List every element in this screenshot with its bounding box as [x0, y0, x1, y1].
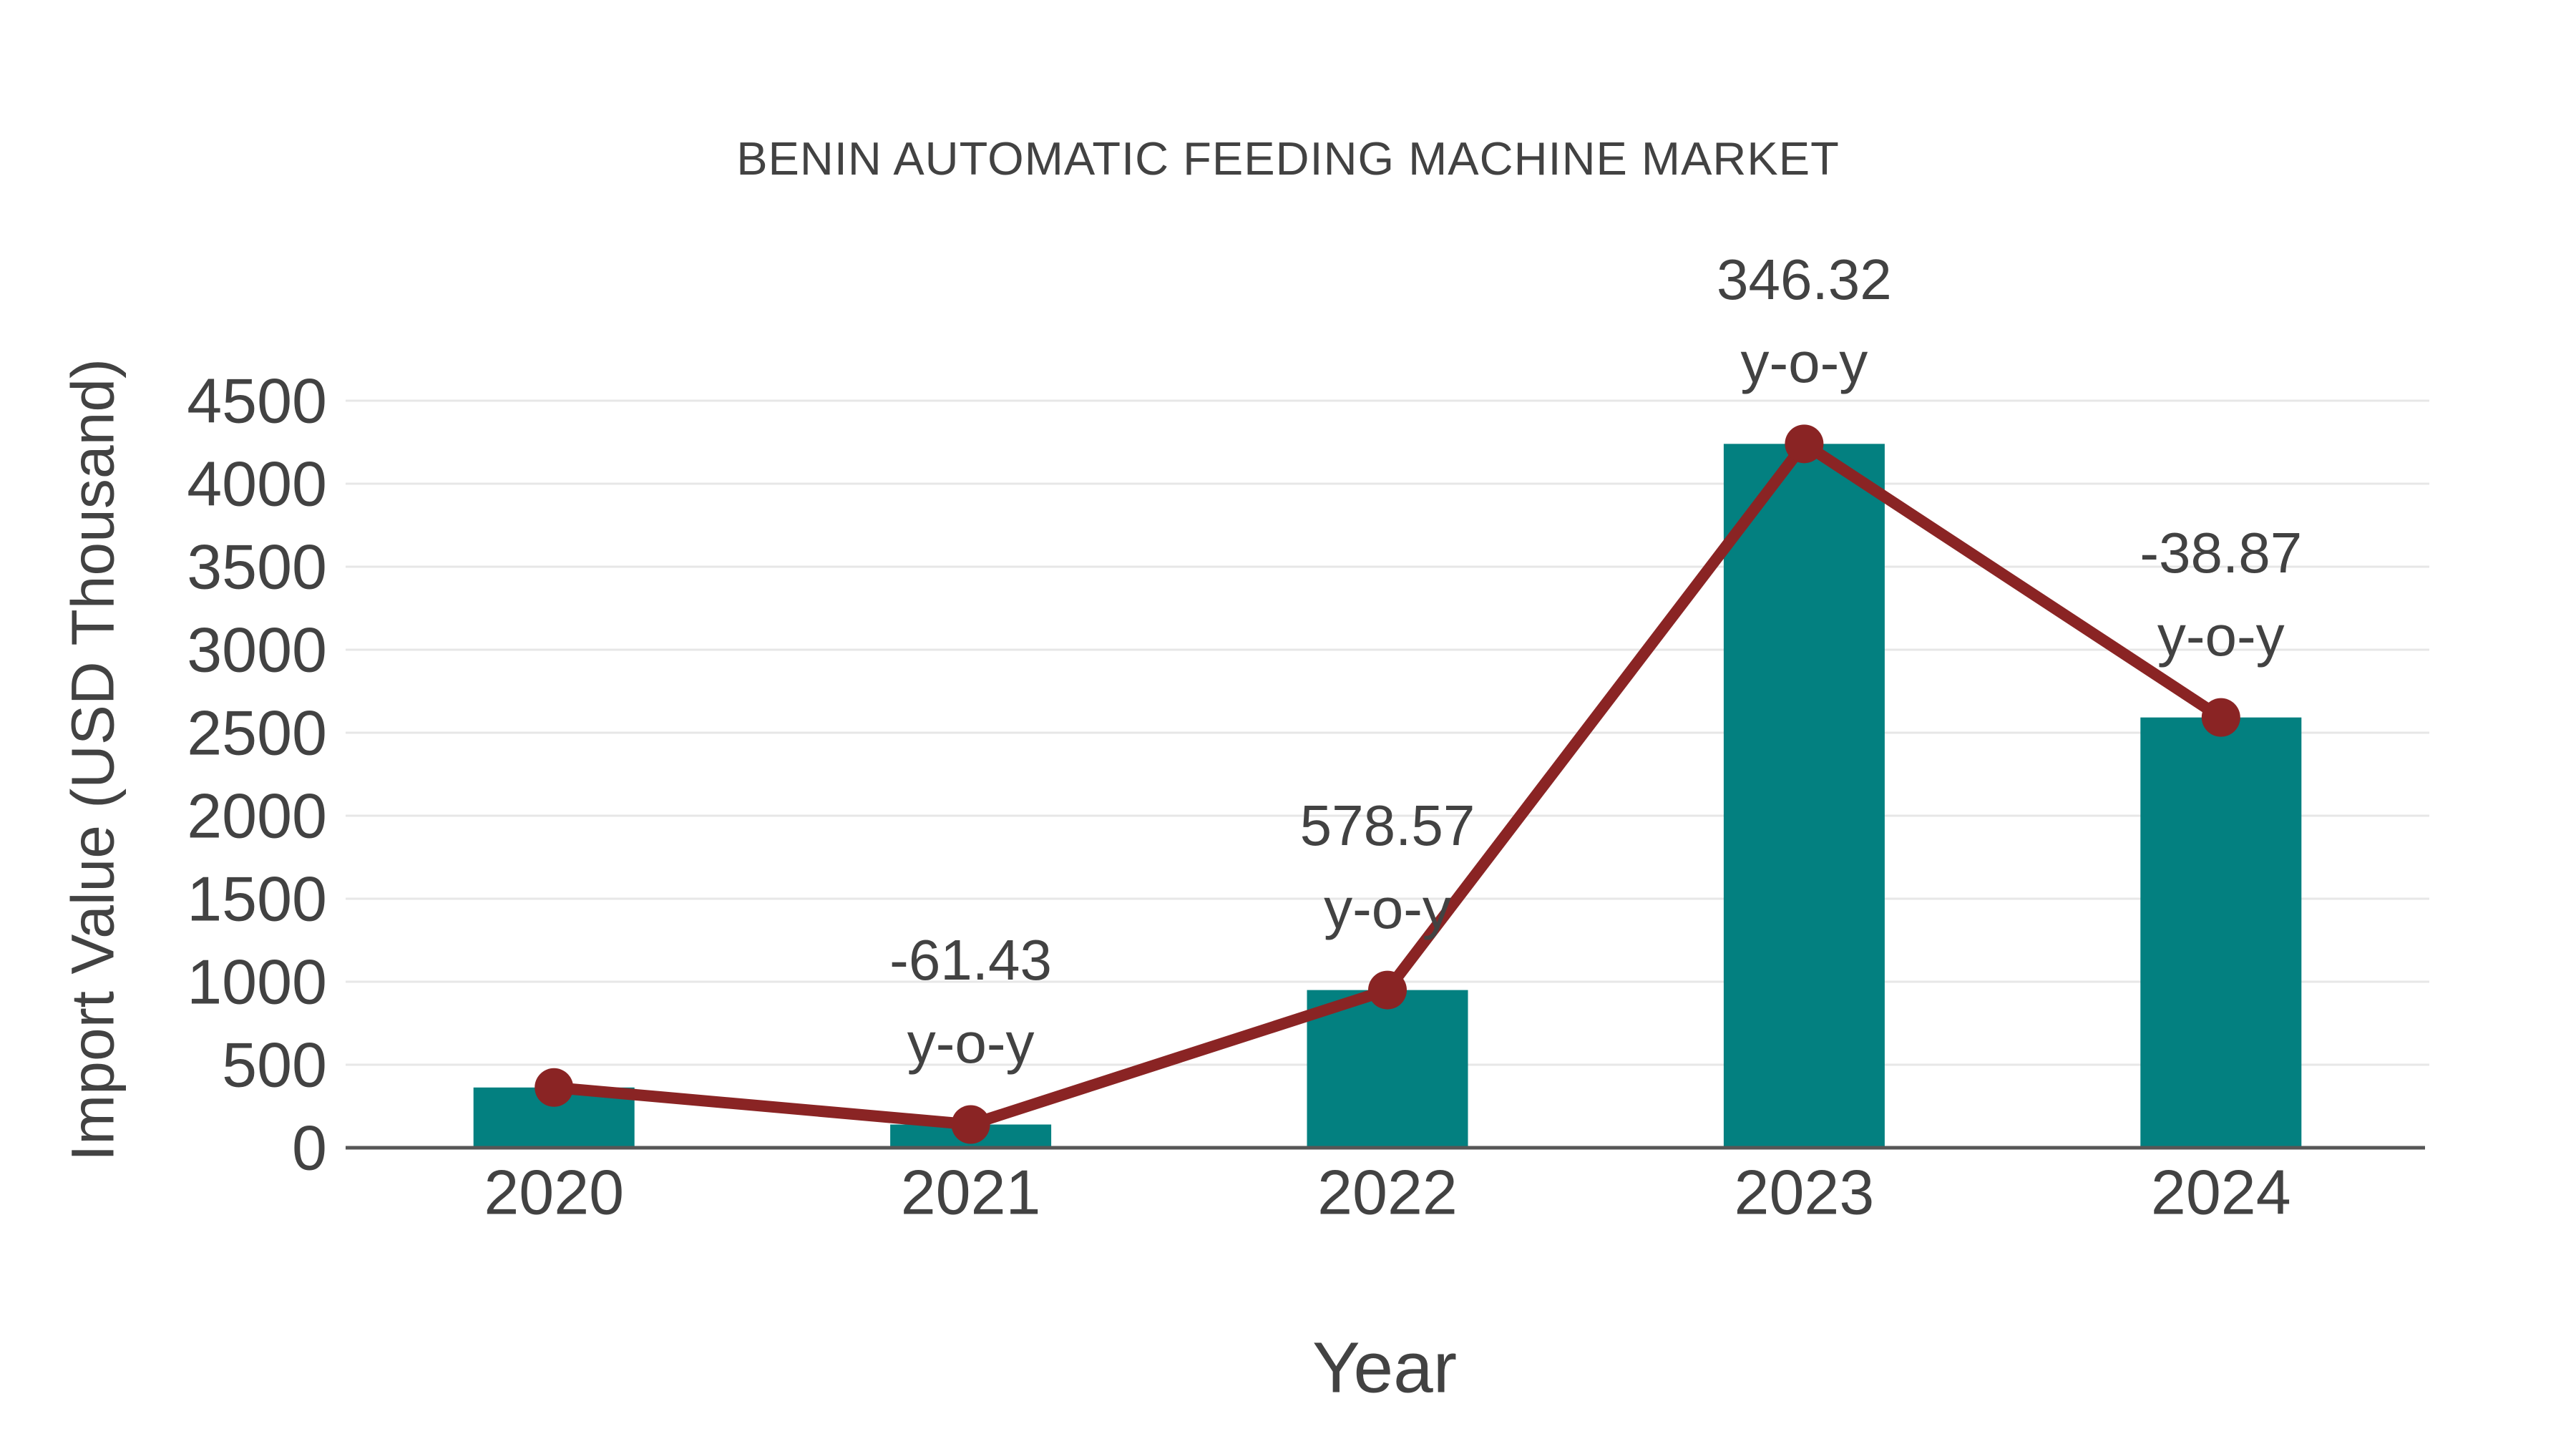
- x-tick-label: 2021: [901, 1157, 1041, 1228]
- y-tick-label: 1000: [187, 947, 327, 1018]
- annotation-yoy-2022: y-o-y: [1324, 877, 1451, 940]
- annotation-value-2022: 578.57: [1300, 794, 1475, 857]
- trend-marker-2020: [535, 1068, 574, 1107]
- trend-marker-2021: [951, 1105, 990, 1144]
- trend-marker-2022: [1368, 970, 1407, 1010]
- y-tick-label: 2500: [187, 698, 327, 769]
- y-tick-label: 4000: [187, 449, 327, 519]
- annotation-value-2024: -38.87: [2140, 521, 2302, 585]
- y-tick-label: 4500: [187, 366, 327, 436]
- y-tick-label: 500: [222, 1030, 327, 1101]
- y-tick-label: 0: [292, 1113, 327, 1184]
- x-tick-label: 2020: [484, 1157, 624, 1228]
- bar-2023: [1723, 444, 1885, 1148]
- bar-2022: [1307, 990, 1468, 1148]
- y-tick-label: 1500: [187, 864, 327, 935]
- x-tick-label: 2023: [1735, 1157, 1875, 1228]
- y-tick-label: 3500: [187, 532, 327, 602]
- trend-marker-2024: [2201, 698, 2240, 737]
- x-axis-title: Year: [1312, 1327, 1458, 1408]
- bar-2024: [2140, 717, 2302, 1148]
- annotation-yoy-2024: y-o-y: [2157, 604, 2285, 668]
- x-tick-label: 2022: [1317, 1157, 1458, 1228]
- chart-title: BENIN AUTOMATIC FEEDING MACHINE MARKET: [736, 132, 1840, 185]
- y-tick-label: 3000: [187, 615, 327, 686]
- trend-marker-2023: [1785, 424, 1824, 464]
- y-tick-label: 2000: [187, 781, 327, 852]
- annotation-yoy-2023: y-o-y: [1741, 331, 1868, 394]
- x-tick-label: 2024: [2151, 1157, 2291, 1228]
- annotation-yoy-2021: y-o-y: [907, 1011, 1035, 1075]
- annotation-value-2023: 346.32: [1717, 248, 1892, 311]
- annotation-value-2021: -61.43: [889, 928, 1052, 992]
